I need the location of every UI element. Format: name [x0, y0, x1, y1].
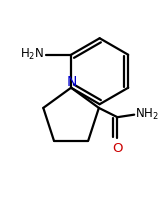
Text: H$_2$N: H$_2$N — [20, 47, 44, 62]
Text: NH$_2$: NH$_2$ — [135, 107, 159, 122]
Text: N: N — [67, 75, 77, 89]
Text: O: O — [112, 142, 123, 155]
